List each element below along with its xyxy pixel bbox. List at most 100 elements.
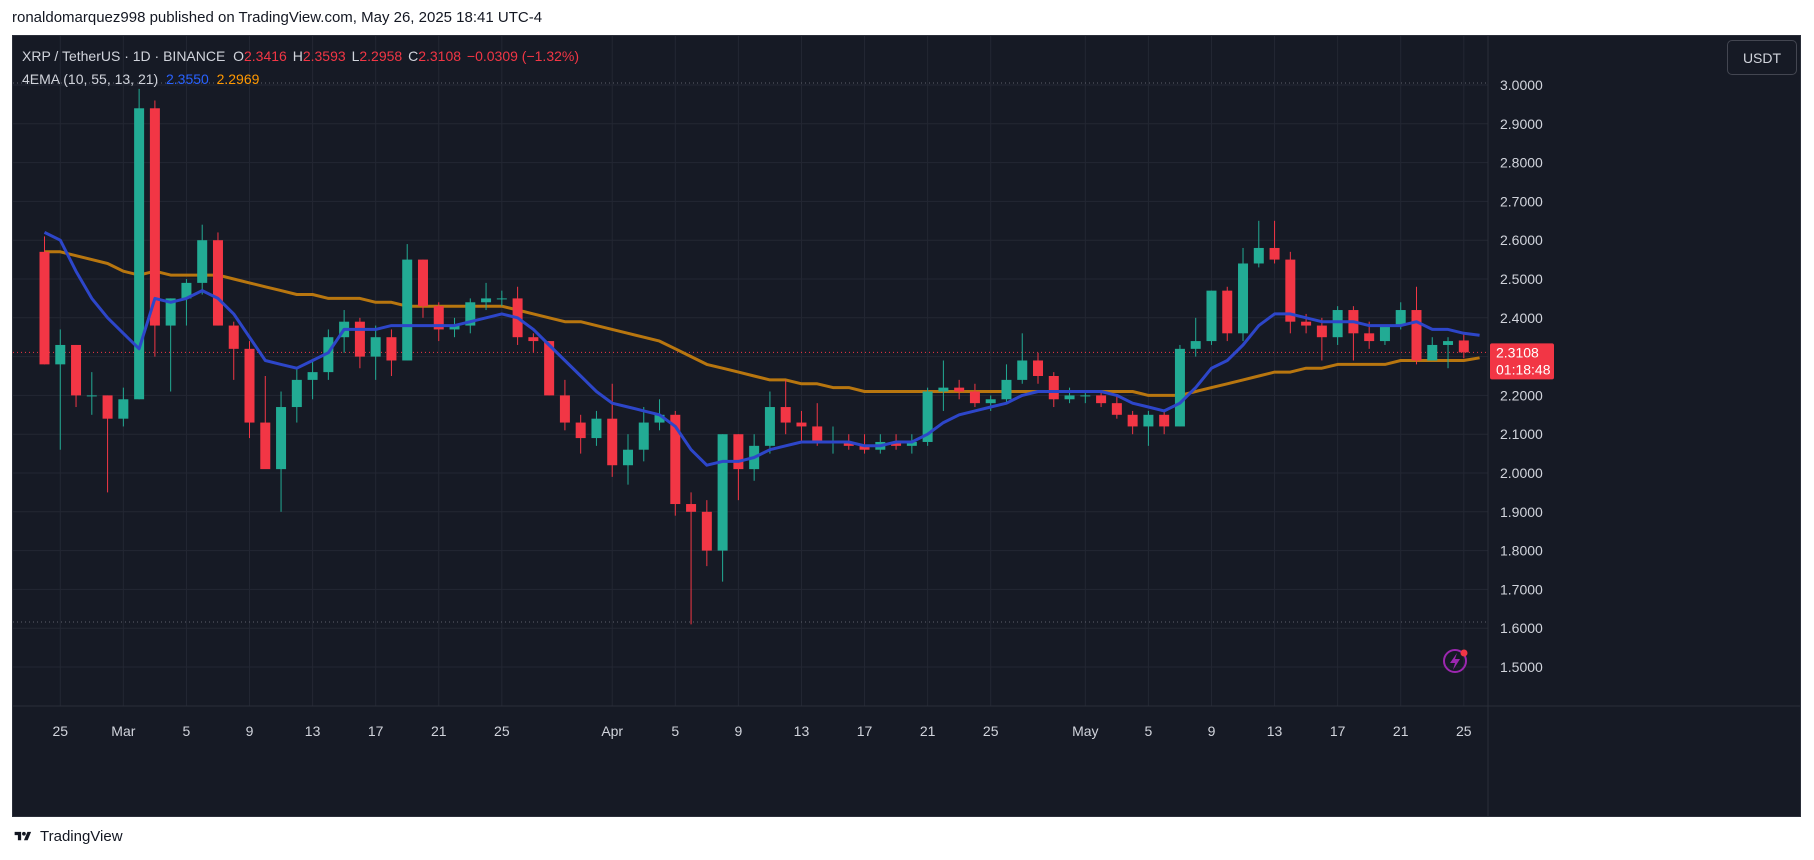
candle-body [528, 337, 539, 342]
candle-body [733, 434, 744, 470]
candle-body [244, 348, 255, 423]
y-tick-label: 2.1000 [1500, 426, 1543, 442]
candle-body [544, 341, 555, 396]
candle-body [1427, 344, 1438, 361]
candle-body [481, 298, 492, 303]
candle-body [260, 422, 271, 470]
x-tick-label: 25 [983, 723, 999, 739]
candle-body [1379, 325, 1390, 342]
candle-body [622, 449, 633, 466]
alert-icon-group[interactable] [1443, 649, 1468, 673]
y-tick-label: 2.2000 [1500, 387, 1543, 403]
candle-body [985, 399, 996, 404]
price-badge-value: 2.3108 [1496, 344, 1539, 360]
candle-body [323, 337, 334, 373]
chart-frame[interactable]: 3.0000 2.9000 2.8000 2.7000 2.6000 2.5000 2.40… [12, 35, 1801, 817]
candle-body [1458, 340, 1469, 353]
candle-body [71, 344, 82, 396]
x-tick-label: Mar [111, 723, 135, 739]
brand-footer[interactable]: TradingView [12, 828, 123, 845]
publisher-line: ronaldomarquez998 published on TradingVi… [12, 9, 543, 26]
x-tick-label: 9 [734, 723, 742, 739]
candle-body [1190, 341, 1201, 349]
candle-body [686, 504, 697, 512]
currency-button[interactable]: USDT [1727, 40, 1797, 75]
y-tick-label: 1.5000 [1500, 659, 1543, 675]
candle-body [417, 259, 428, 307]
candle-body [276, 407, 287, 470]
candle-body [354, 321, 365, 357]
candle-body [102, 395, 113, 419]
candle-body [1017, 360, 1028, 380]
candle-body [1253, 247, 1264, 264]
candle-body [1143, 414, 1154, 427]
candle-body [906, 441, 917, 446]
x-tick-label: 9 [1208, 723, 1216, 739]
lightning-icon-bolt [1450, 653, 1460, 670]
candle-body [370, 337, 381, 357]
lightning-icon-dot [1460, 649, 1468, 657]
candle-body [922, 391, 933, 442]
candle-body [954, 387, 965, 392]
x-tick-label: 9 [246, 723, 254, 739]
candle-body [1238, 263, 1249, 334]
candle-body [1127, 414, 1138, 427]
candle-body [386, 337, 397, 361]
candle-body [307, 372, 318, 380]
price-chart[interactable]: 3.0000 2.9000 2.8000 2.7000 2.6000 2.5000 2.40… [13, 36, 1800, 816]
x-tick-label: 5 [183, 723, 191, 739]
candle-body [717, 434, 728, 551]
y-tick-label: 2.9000 [1500, 116, 1543, 132]
x-tick-label: 25 [1456, 723, 1472, 739]
x-tick-label: 25 [494, 723, 510, 739]
x-tick-label: 21 [431, 723, 447, 739]
x-tick-label: May [1072, 723, 1098, 739]
candle-body [638, 422, 649, 450]
x-tick-label: Apr [601, 723, 623, 739]
y-tick-label: 2.0000 [1500, 465, 1543, 481]
candle-body [402, 259, 413, 361]
candle-body [149, 108, 160, 326]
y-tick-label: 1.7000 [1500, 581, 1543, 597]
y-tick-label: 2.7000 [1500, 193, 1543, 209]
x-tick-label: 25 [52, 723, 68, 739]
y-tick-label: 3.0000 [1500, 77, 1543, 93]
candles [39, 88, 1469, 625]
candle-body [607, 418, 618, 466]
y-tick-label: 1.6000 [1500, 620, 1543, 636]
candle-body [843, 441, 854, 446]
candle-body [559, 395, 570, 423]
candle-body [1174, 348, 1185, 427]
candle-body [591, 418, 602, 439]
y-tick-label: 1.8000 [1500, 543, 1543, 559]
candle-body [433, 306, 444, 330]
ema-slow-line [44, 250, 1480, 397]
candle-body [1206, 290, 1217, 342]
candle-body [197, 240, 208, 283]
candle-body [891, 441, 902, 446]
candle-body [1395, 310, 1406, 326]
x-tick-label: 5 [1145, 723, 1153, 739]
candle-body [575, 422, 586, 439]
x-tick-label: 17 [1330, 723, 1346, 739]
candle-body [1443, 341, 1454, 345]
candle-body [654, 414, 665, 423]
lightning-icon-ring [1443, 649, 1467, 673]
y-tick-label: 2.4000 [1500, 310, 1543, 326]
tradingview-logo-icon [14, 831, 32, 841]
candle-body [465, 302, 476, 326]
candle-body [291, 379, 302, 408]
range-lines [13, 82, 1488, 623]
y-tick-label: 2.5000 [1500, 271, 1543, 287]
candle-body [1411, 310, 1422, 361]
candle-body [1048, 376, 1059, 400]
grid-lines [13, 36, 1488, 706]
ema-fast-series [43, 231, 1480, 467]
candle-body [1332, 310, 1343, 338]
lightning-icon[interactable] [1443, 649, 1468, 673]
candle-body [449, 325, 460, 330]
candle-body [118, 399, 129, 419]
candle-body [859, 445, 870, 450]
candle-body [1269, 247, 1280, 260]
